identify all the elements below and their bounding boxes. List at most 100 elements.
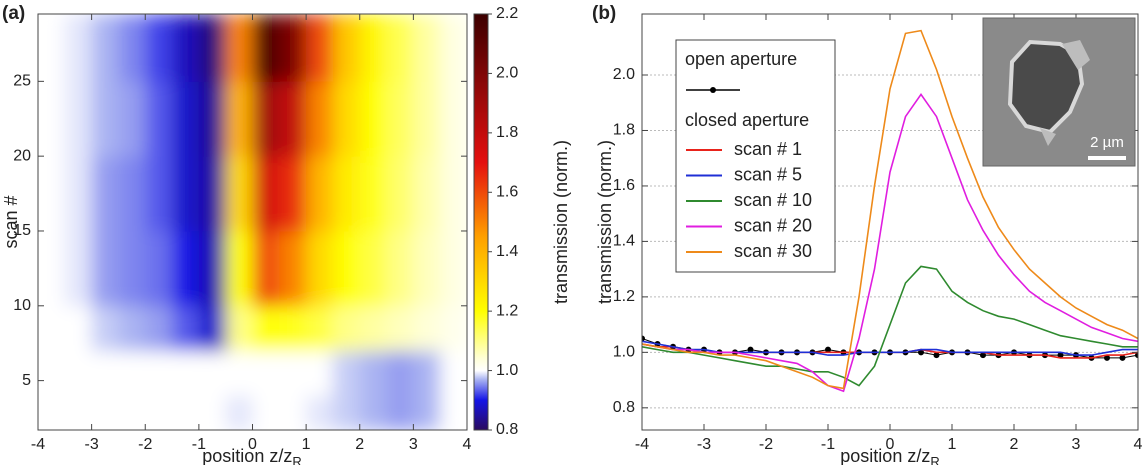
heatmap-cell	[413, 81, 440, 156]
panel-label: (b)	[592, 3, 616, 24]
x-tick-label: -4	[635, 436, 649, 453]
x-tick-label: -4	[31, 436, 45, 453]
heatmap-cell	[65, 156, 92, 231]
x-tick-label: -3	[85, 436, 99, 453]
heatmap-cell	[413, 156, 440, 231]
y-axis-title: transmission (norm.)	[595, 140, 615, 304]
heatmap-cell	[279, 231, 306, 306]
legend-label: scan # 5	[734, 164, 802, 184]
heatmap-cell	[387, 306, 414, 351]
x-tick-label: -2	[138, 436, 152, 453]
legend-label: scan # 1	[734, 139, 802, 159]
heatmap-cell	[387, 81, 414, 156]
heatmap-cell	[65, 81, 92, 156]
heatmap-cell	[199, 306, 226, 351]
heatmap-cell	[92, 231, 119, 306]
heatmap-cell	[92, 156, 119, 231]
heatmap-cell	[172, 81, 199, 156]
heatmap-cell	[440, 81, 467, 156]
heatmap-cell	[118, 156, 145, 231]
heatmap-cell	[306, 156, 333, 231]
heatmap-cell	[387, 231, 414, 306]
heatmap-cell	[360, 231, 387, 306]
heatmap-cell	[226, 396, 253, 431]
heatmap-cell	[226, 351, 253, 396]
colorbar-tick-label: 1.2	[496, 302, 518, 319]
heatmap-cell	[145, 351, 172, 396]
heatmap-cell	[279, 396, 306, 431]
heatmap-cell	[333, 156, 360, 231]
legend-label: open aperture	[685, 49, 797, 69]
heatmap-cell	[145, 306, 172, 351]
colorbar-tick-label: 1.8	[496, 124, 518, 141]
heatmap-cell	[253, 306, 280, 351]
heatmap-cell	[172, 306, 199, 351]
heatmap-cell	[172, 396, 199, 431]
y-tick-label: 0.8	[613, 399, 635, 416]
x-axis-title-sub: R	[930, 454, 939, 465]
heatmap-cell	[360, 306, 387, 351]
heatmap-cell	[279, 156, 306, 231]
y-tick-label: 2.0	[613, 66, 635, 83]
heatmap-cell	[65, 14, 92, 82]
legend-label: scan # 20	[734, 215, 812, 235]
y-tick-label: 1.6	[613, 177, 635, 194]
heatmap-cell	[38, 81, 65, 156]
heatmap-cell	[118, 81, 145, 156]
heatmap-cell	[387, 156, 414, 231]
heatmap-cell	[440, 306, 467, 351]
x-tick-label: 2	[355, 436, 364, 453]
legend-swatch-marker	[710, 87, 716, 93]
x-tick-label: -1	[192, 436, 206, 453]
heatmap-cell	[118, 231, 145, 306]
colorbar-tick-label: 0.8	[496, 421, 518, 438]
x-tick-label: -2	[759, 436, 773, 453]
heatmap-cell	[145, 14, 172, 82]
heatmap-cell	[413, 231, 440, 306]
legend: open apertureclosed aperturescan # 1scan…	[676, 40, 835, 272]
heatmap-cell	[199, 351, 226, 396]
sem-inset: 2 µm	[983, 18, 1135, 166]
heatmap-cell	[65, 231, 92, 306]
heatmap-cell	[38, 156, 65, 231]
panel-label: (a)	[2, 3, 25, 24]
heatmap-cell	[118, 306, 145, 351]
heatmap-cell	[65, 351, 92, 396]
x-tick-label: 3	[409, 436, 418, 453]
heatmap-cell	[38, 14, 65, 82]
heatmap-cell	[38, 396, 65, 431]
heatmap-cell	[145, 81, 172, 156]
x-tick-label: 0	[886, 436, 895, 453]
heatmap-cell	[92, 396, 119, 431]
heatmap-cell	[279, 81, 306, 156]
heatmap-cell	[253, 396, 280, 431]
heatmap-cell	[118, 351, 145, 396]
x-tick-label: 4	[463, 436, 472, 453]
colorbar-title: transmission (norm.)	[551, 140, 571, 304]
y-tick-label: 1.4	[613, 233, 635, 250]
heatmap-cell	[253, 351, 280, 396]
colorbar	[474, 14, 488, 430]
heatmap-cell	[387, 396, 414, 431]
x-tick-label: 4	[1134, 436, 1142, 453]
heatmap-cell	[440, 14, 467, 82]
y-tick-label: 5	[22, 372, 31, 389]
heatmap-cell	[172, 156, 199, 231]
heatmap-cell	[360, 396, 387, 431]
heatmap-cell	[145, 396, 172, 431]
heatmap-cell	[253, 81, 280, 156]
heatmap-cell	[306, 14, 333, 82]
heatmap-cell	[413, 351, 440, 396]
heatmap-cell	[226, 231, 253, 306]
x-axis-title-sub: R	[292, 454, 301, 465]
y-tick-label: 20	[13, 147, 31, 164]
heatmap-cell	[306, 231, 333, 306]
x-tick-label: -3	[697, 436, 711, 453]
heatmap-cell	[333, 396, 360, 431]
legend-label: scan # 30	[734, 241, 812, 261]
heatmap-cell	[279, 351, 306, 396]
colorbar-tick-label: 1.0	[496, 362, 518, 379]
heatmap-cell	[413, 306, 440, 351]
heatmap-cell	[65, 396, 92, 431]
heatmap-cell	[253, 231, 280, 306]
